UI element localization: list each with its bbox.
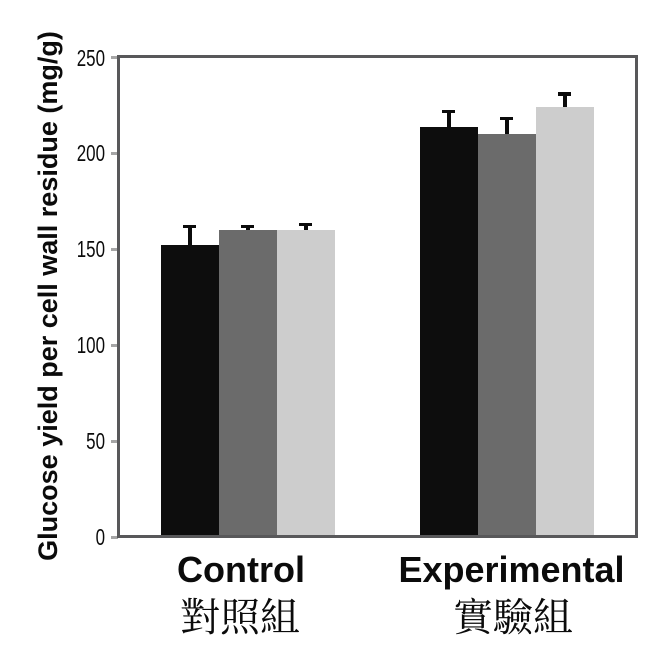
x-label-experimental-zh xyxy=(455,597,573,635)
error-bar-cap-control-series-light-gray xyxy=(299,222,313,226)
y-tick-mark-0 xyxy=(110,535,118,539)
y-tick-label-250: 250 xyxy=(76,44,105,71)
bar-experimental-series-dark-gray xyxy=(477,134,536,536)
error-bar-stem-control-series-black xyxy=(188,226,192,246)
bar-experimental-series-light-gray xyxy=(535,107,594,536)
error-bar-cap-control-series-dark-gray xyxy=(241,224,255,228)
y-tick-label-50: 50 xyxy=(86,428,105,455)
y-tick-mark-150 xyxy=(110,247,118,251)
bar-control-series-light-gray xyxy=(276,230,335,536)
error-bar-stem-control-series-dark-gray xyxy=(246,226,250,231)
y-tick-mark-200 xyxy=(110,151,118,155)
error-bar-stem-control-series-light-gray xyxy=(304,224,308,231)
x-label-control-zh xyxy=(181,597,300,635)
error-bar-cap-experimental-series-dark-gray xyxy=(500,117,514,121)
y-tick-label-0: 0 xyxy=(95,524,105,550)
bar-experimental-series-black xyxy=(419,126,478,536)
y-tick-label-200: 200 xyxy=(76,140,105,167)
x-label-control-en: Control xyxy=(177,549,305,590)
bar-control-series-dark-gray xyxy=(218,230,277,536)
y-tick-mark-50 xyxy=(110,439,118,443)
error-bar-cap-control-series-black xyxy=(183,224,197,228)
error-bar-stem-experimental-series-black xyxy=(447,111,451,127)
y-axis-title: Glucose yield per cell wall residue (mg/… xyxy=(33,31,63,561)
error-bar-stem-experimental-series-dark-gray xyxy=(505,118,509,135)
y-tick-label-100: 100 xyxy=(76,332,105,359)
error-bar-cap-experimental-series-black xyxy=(442,109,456,113)
y-tick-label-150: 150 xyxy=(76,236,105,263)
error-bar-cap-experimental-series-light-gray xyxy=(558,92,572,96)
error-bar-stem-experimental-series-light-gray xyxy=(563,93,567,108)
x-label-experimental-en: Experimental xyxy=(398,549,625,590)
y-tick-mark-250 xyxy=(110,56,118,59)
bar-control-series-black xyxy=(160,245,219,536)
y-tick-mark-100 xyxy=(110,343,118,347)
